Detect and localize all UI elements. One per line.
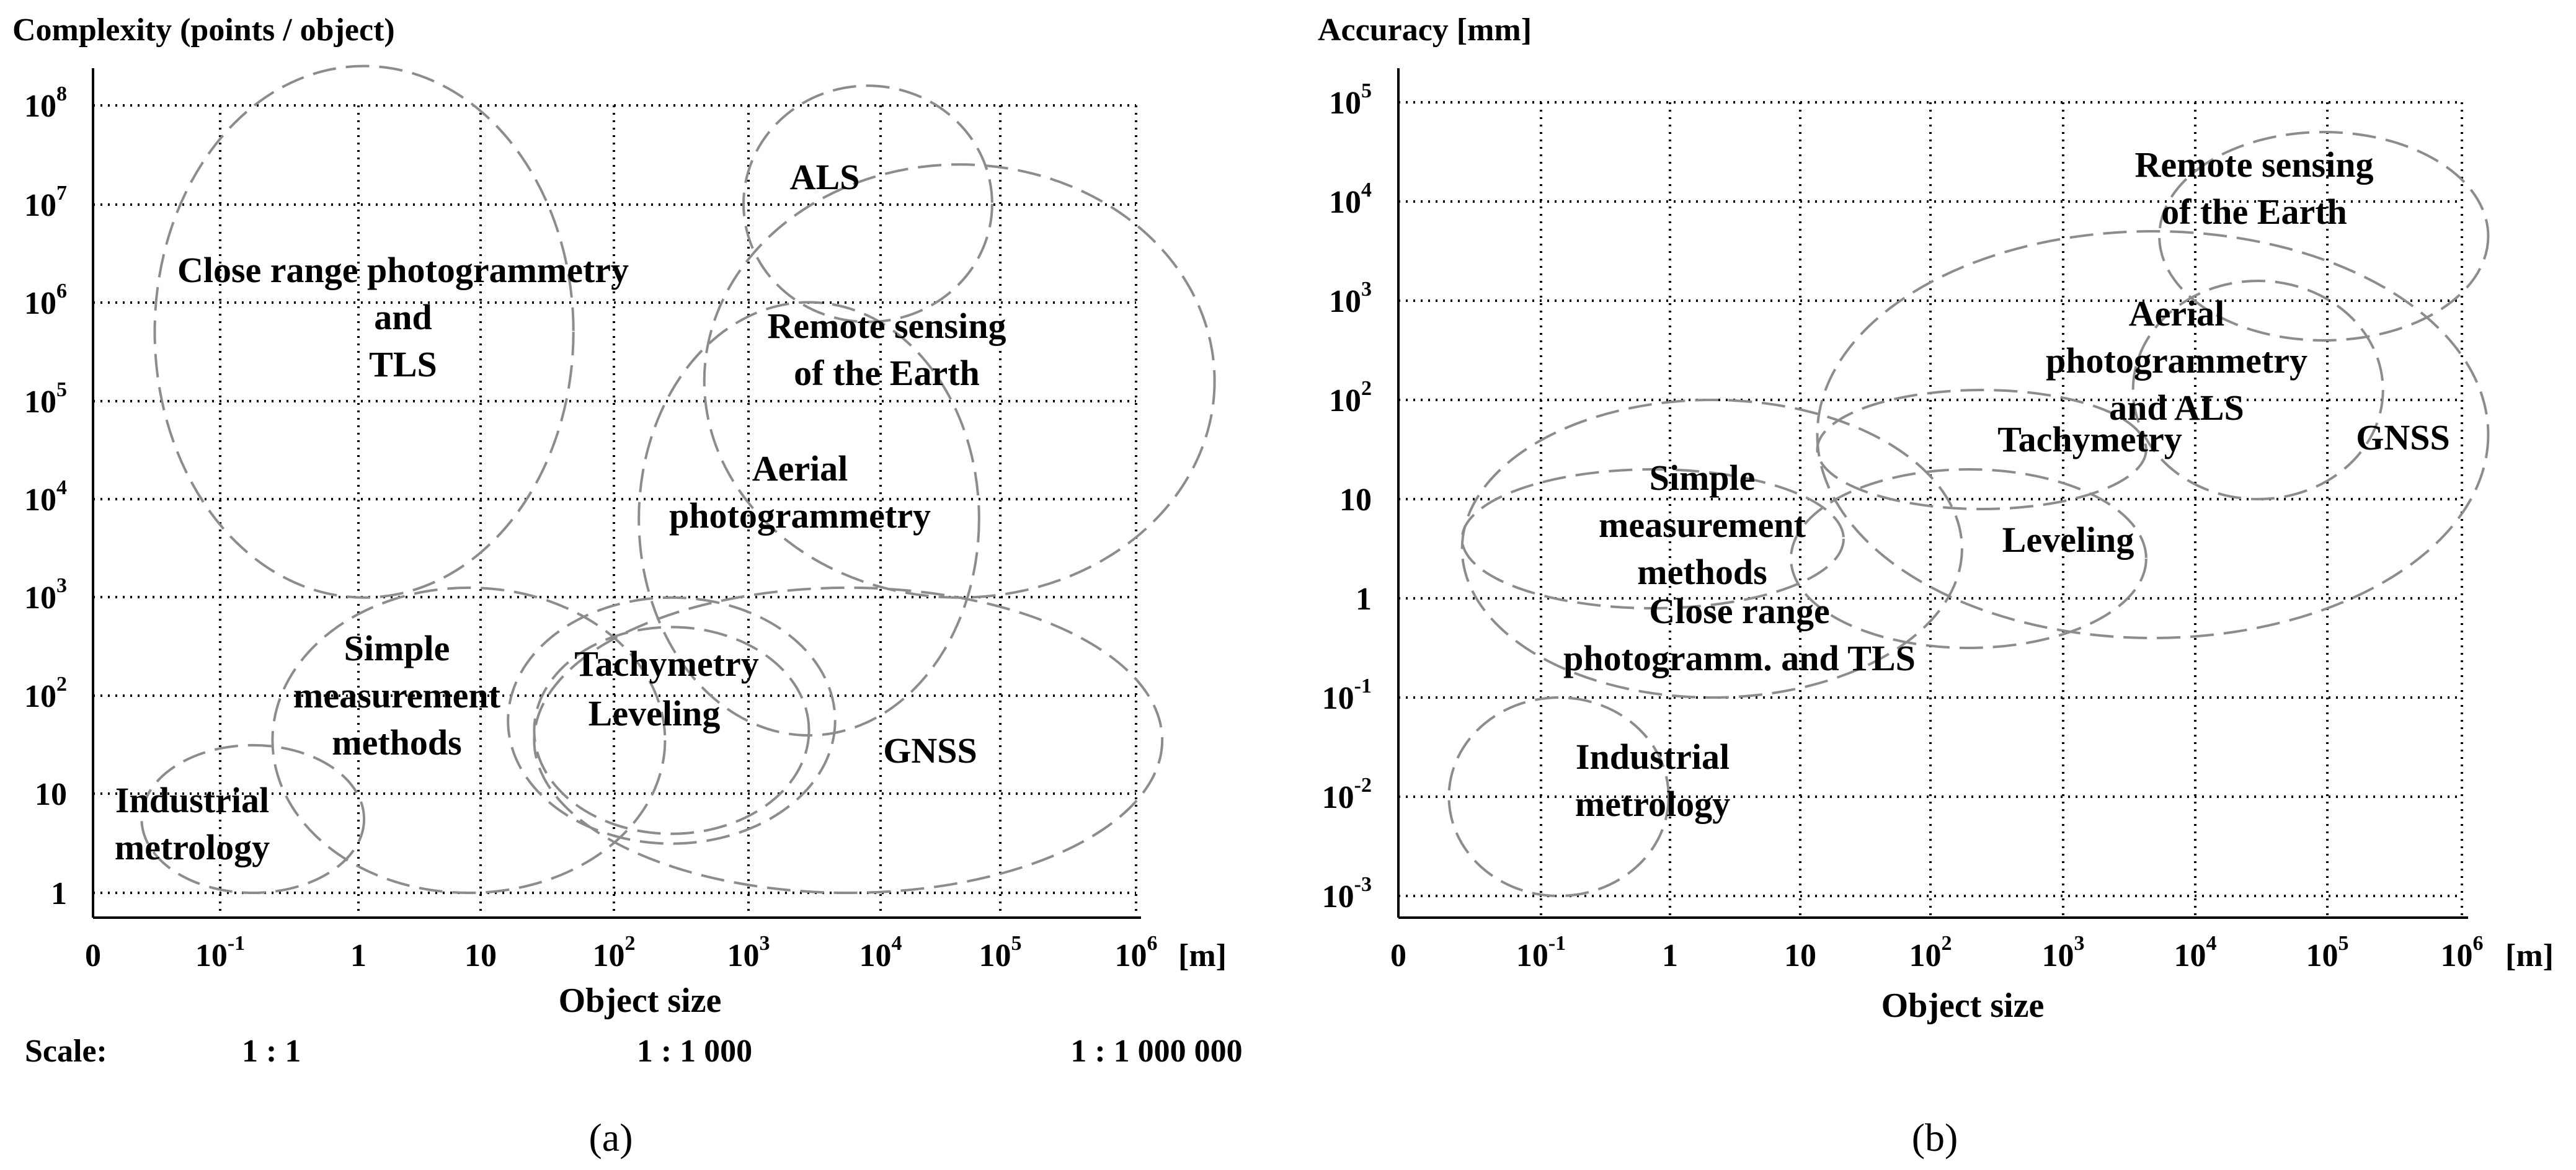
region-label-industrial-metrology: Industrial metrology — [1575, 737, 1730, 824]
region-label-tachymetry: Tachymetry — [1997, 419, 2182, 459]
region-ellipse-tachymetry — [1816, 389, 2147, 510]
x-tick-label: 1 — [1662, 938, 1678, 973]
region-label-als: ALS — [790, 157, 860, 197]
x-tick-label: 103 — [2042, 932, 2085, 973]
region-label-aerial-photogrammetry-and-als: Aerial photogrammetry and ALS — [2046, 293, 2307, 428]
region-ellipse-simple-measurement-methods — [271, 586, 667, 894]
region-ellipse-leveling — [1790, 468, 2147, 649]
y-tick-label: 1 — [51, 876, 67, 911]
y-tick-label: 107 — [24, 182, 67, 223]
region-label-gnss: GNSS — [883, 730, 977, 771]
x-tick-label: 10-1 — [1516, 932, 1566, 973]
region-ellipse-gnss — [1816, 230, 2490, 639]
region-ellipse-industrial-metrology — [140, 743, 366, 894]
region-ellipse-aerial-photogrammetry-and-als — [2131, 280, 2384, 500]
y-axis-title: Complexity (points / object) — [12, 12, 395, 48]
region-label-leveling: Leveling — [2002, 520, 2134, 560]
x-tick-label: 104 — [859, 932, 902, 973]
scale-ratio: 1 : 1 — [242, 1034, 301, 1069]
y-tick-label: 108 — [24, 82, 67, 124]
x-tick-label: 104 — [2174, 932, 2217, 973]
region-label-gnss: GNSS — [2356, 417, 2450, 458]
x-tick-label: 102 — [1909, 932, 1952, 973]
x-unit-label: [m] — [2505, 938, 2554, 973]
x-tick-label: 105 — [2306, 932, 2349, 973]
panel-label: (a) — [588, 1115, 633, 1159]
scale-ratio: 1 : 1 000 000 — [1070, 1034, 1242, 1069]
region-ellipse-leveling — [533, 626, 811, 835]
region-ellipse-gnss — [533, 586, 1164, 894]
region-label-aerial-photogrammetry: Aerial photogrammetry — [669, 448, 931, 536]
y-tick-label: 102 — [24, 673, 67, 714]
region-label-remote-sensing-of-the-earth: Remote sensing of the Earth — [2134, 144, 2373, 232]
region-ellipse-tachymetry — [507, 596, 837, 845]
x-unit-label: [m] — [1178, 938, 1227, 973]
y-tick-label: 106 — [24, 280, 67, 321]
y-tick-label: 103 — [1329, 278, 1372, 319]
x-tick-label: 103 — [727, 932, 770, 973]
x-tick-label: 106 — [2441, 932, 2484, 973]
region-label-close-range-photogrammetry-and-tls: Close range photogrammetry and TLS — [177, 250, 629, 384]
y-tick-label: 105 — [1329, 79, 1372, 121]
y-tick-label: 10-1 — [1322, 675, 1372, 716]
x-tick-label: 0 — [85, 938, 101, 973]
region-ellipse-simple-measurement-methods — [1460, 468, 1845, 609]
y-tick-label: 10 — [1339, 482, 1372, 518]
y-tick-label: 10-3 — [1322, 873, 1372, 915]
x-tick-label: 0 — [1390, 938, 1406, 973]
region-ellipse-close-range-photogramm-and-tls — [1460, 399, 1963, 699]
x-tick-label: 106 — [1115, 932, 1158, 973]
y-tick-label: 105 — [24, 378, 67, 420]
y-tick-label: 104 — [24, 476, 67, 518]
region-ellipse-als — [742, 84, 993, 324]
x-axis-title: Object size — [559, 982, 722, 1020]
region-ellipse-industrial-metrology — [1447, 696, 1670, 897]
region-label-simple-measurement-methods: Simple measurement methods — [293, 628, 501, 763]
region-ellipse-close-range-photogrammetry-and-tls — [153, 64, 575, 599]
x-tick-label: 105 — [979, 932, 1022, 973]
x-tick-label: 10 — [464, 938, 497, 973]
x-tick-label: 102 — [593, 932, 636, 973]
y-tick-label: 10-2 — [1322, 774, 1372, 815]
y-tick-label: 103 — [24, 574, 67, 616]
y-tick-label: 10 — [35, 777, 67, 812]
x-tick-label: 1 — [350, 938, 366, 973]
region-label-close-range-photogramm-and-tls: Close range photogramm. and TLS — [1563, 591, 1916, 678]
y-tick-label: 102 — [1329, 377, 1372, 419]
y-tick-label: 104 — [1329, 179, 1372, 220]
y-axis-title: Accuracy [mm] — [1318, 12, 1532, 48]
panel-label: (b) — [1912, 1115, 1958, 1159]
region-label-tachymetry: Tachymetry — [574, 644, 758, 684]
x-axis-title: Object size — [1881, 986, 2045, 1025]
x-tick-label: 10 — [1784, 938, 1816, 973]
scale-ratio: 1 : 1 000 — [637, 1034, 752, 1069]
x-tick-label: 10-1 — [195, 932, 245, 973]
scale-label: Scale: — [25, 1034, 107, 1069]
chart-panel-a: Complexity (points / object)110102103104… — [12, 12, 1243, 1159]
region-label-remote-sensing-of-the-earth: Remote sensing of the Earth — [767, 306, 1006, 393]
region-label-leveling: Leveling — [588, 693, 721, 733]
chart-panel-b: Accuracy [mm]10-310-210-1110102103104105… — [1318, 12, 2554, 1159]
region-ellipse-remote-sensing-of-the-earth — [2158, 131, 2490, 342]
region-label-industrial-metrology: Industrial metrology — [115, 780, 270, 867]
region-label-simple-measurement-methods: Simple measurement methods — [1599, 458, 1806, 592]
y-tick-label: 1 — [1356, 582, 1372, 617]
